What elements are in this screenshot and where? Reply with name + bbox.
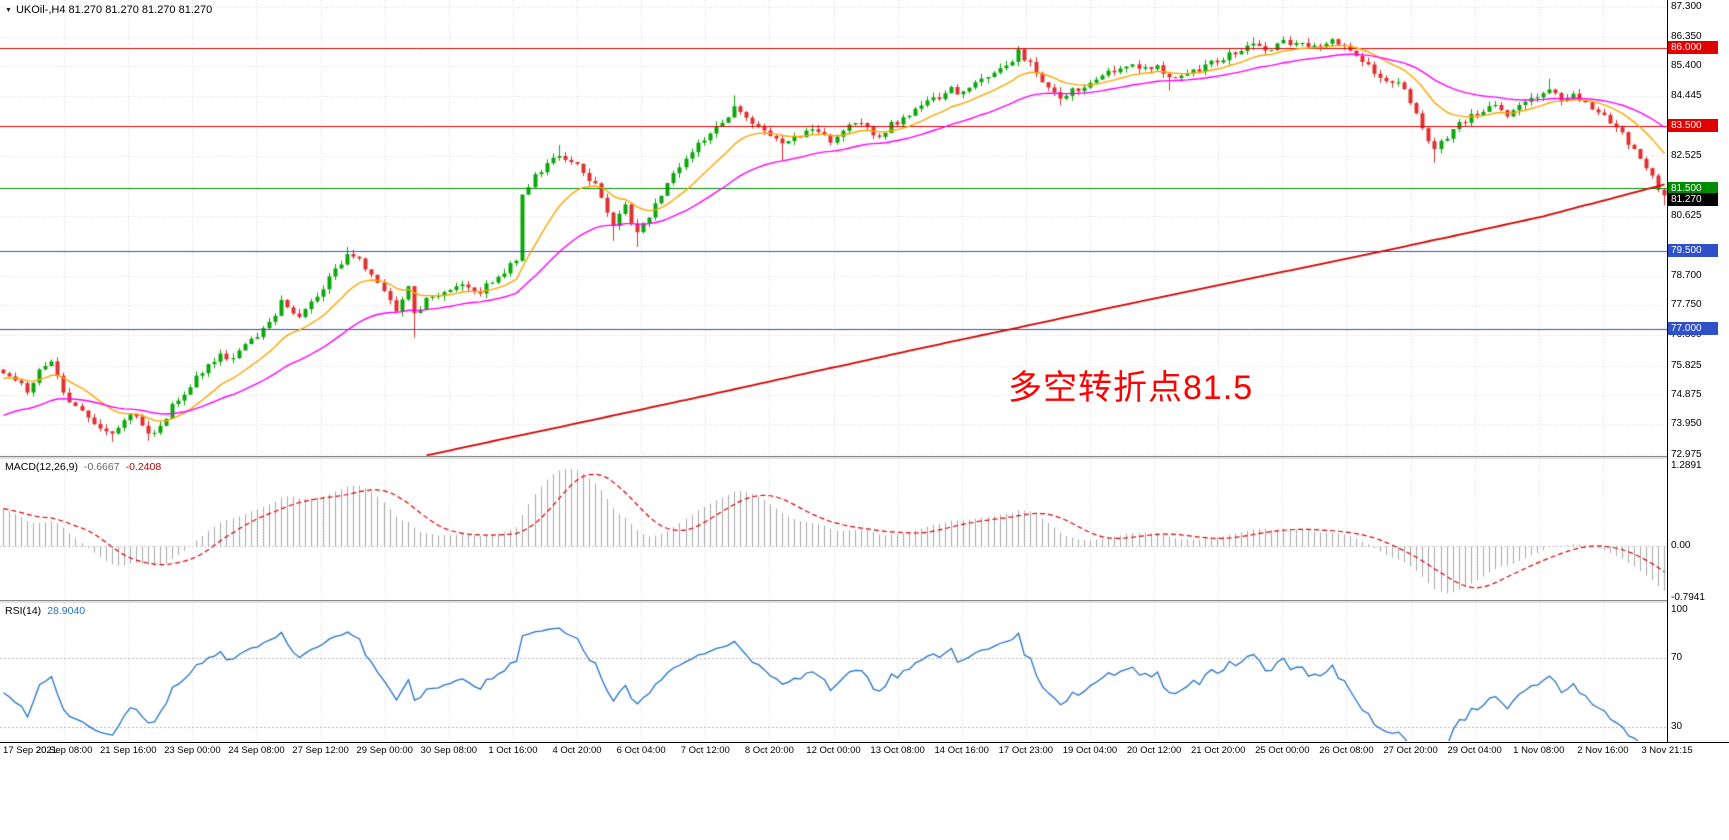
price-line-badge: 79.500	[1668, 244, 1718, 258]
date-label: 21 Oct 20:00	[1190, 745, 1246, 756]
price-tick-label: 75.825	[1671, 359, 1702, 371]
price-tick-label: 87.300	[1671, 0, 1702, 12]
price-tick-label: 84.445	[1671, 90, 1702, 102]
date-label: 17 Sep 2021	[3, 745, 57, 756]
date-label: 4 Oct 20:00	[552, 745, 602, 756]
macd-scale-label: 0.00	[1671, 540, 1691, 552]
price-tick-label: 80.625	[1671, 209, 1702, 221]
date-label: 29 Sep 00:00	[356, 745, 413, 756]
price-line-badge: 77.000	[1668, 322, 1718, 336]
date-label: 7 Oct 12:00	[680, 745, 730, 756]
date-label: 2 Nov 16:00	[1577, 745, 1629, 756]
price-chart-canvas[interactable]	[0, 0, 1667, 741]
date-label: 20 Sep 08:00	[35, 745, 93, 756]
price-axis[interactable]: 87.300 86.350 85.400 84.445 82.525 80.625 78.7…	[1667, 0, 1729, 742]
rsi-indicator-label: RSI(14) 28.9040	[5, 605, 85, 617]
symbol-info-bar: ▼ UKOil-,H4 81.270 81.270 81.270 81.270	[5, 4, 212, 16]
dropdown-triangle-icon[interactable]: ▼	[5, 6, 12, 14]
date-label: 6 Oct 04:00	[616, 745, 666, 756]
macd-label-text: MACD(12,26,9)	[5, 461, 78, 473]
panel-separator-macd[interactable]	[0, 456, 1729, 459]
rsi-label-text: RSI(14)	[5, 605, 42, 617]
macd-indicator-label: MACD(12,26,9) -0.6667 -0.2408	[5, 461, 161, 473]
date-label: 20 Oct 12:00	[1126, 745, 1182, 756]
date-label: 23 Sep 00:00	[164, 745, 221, 756]
date-label: 26 Oct 08:00	[1319, 745, 1374, 756]
date-label: 3 Nov 21:15	[1641, 745, 1693, 756]
price-tick-label: 72.975	[1671, 448, 1702, 460]
date-label: 21 Sep 16:00	[99, 745, 157, 756]
annotation-text: 多空转折点81.5	[1008, 369, 1254, 407]
price-line-badge: 86.000	[1668, 41, 1718, 54]
current-price-badge: 81.270	[1668, 193, 1718, 207]
date-label: 12 Oct 00:00	[806, 745, 861, 756]
panel-separator-rsi[interactable]	[0, 600, 1729, 603]
price-tick-label: 86.350	[1671, 30, 1702, 42]
date-label: 13 Oct 08:00	[870, 745, 925, 756]
date-label: 8 Oct 20:00	[744, 745, 794, 756]
rsi-scale-label: 70	[1671, 652, 1683, 664]
date-label: 1 Nov 08:00	[1513, 745, 1565, 756]
date-label: 17 Oct 23:00	[998, 745, 1054, 756]
date-label: 1 Oct 16:00	[488, 745, 538, 756]
price-tick-label: 85.400	[1671, 60, 1702, 72]
date-label: 27 Oct 20:00	[1383, 745, 1438, 756]
macd-signal-value: -0.2408	[125, 461, 162, 473]
date-label: 30 Sep 08:00	[420, 745, 478, 756]
date-label: 14 Oct 16:00	[934, 745, 989, 756]
price-tick-label: 73.950	[1671, 418, 1702, 430]
macd-scale-label: 1.2891	[1671, 460, 1702, 471]
date-label: 29 Oct 04:00	[1447, 745, 1502, 756]
price-tick-label: 82.525	[1671, 150, 1702, 162]
date-axis[interactable]: 17 Sep 2021 20 Sep 08:00 21 Sep 16:00 23 Se…	[0, 742, 1729, 760]
date-label: 27 Sep 12:00	[292, 745, 349, 756]
macd-main-value: -0.6667	[83, 461, 120, 473]
price-tick-label: 74.875	[1671, 389, 1702, 401]
date-label: 19 Oct 04:00	[1062, 745, 1118, 756]
macd-scale-label: -0.7941	[1671, 591, 1705, 603]
date-label: 24 Sep 08:00	[228, 745, 285, 756]
date-label: 25 Oct 00:00	[1255, 745, 1310, 756]
rsi-scale-label: 100	[1671, 604, 1688, 615]
rsi-scale-label: 30	[1671, 721, 1683, 733]
price-line-badge: 81.500	[1668, 181, 1718, 195]
rsi-value: 28.9040	[47, 605, 86, 617]
price-line-badge: 83.500	[1668, 119, 1718, 133]
symbol-ohlc-text: UKOil-,H4 81.270 81.270 81.270 81.270	[15, 4, 213, 16]
price-tick-label: 77.750	[1671, 299, 1702, 311]
price-tick-label: 78.700	[1671, 269, 1702, 281]
